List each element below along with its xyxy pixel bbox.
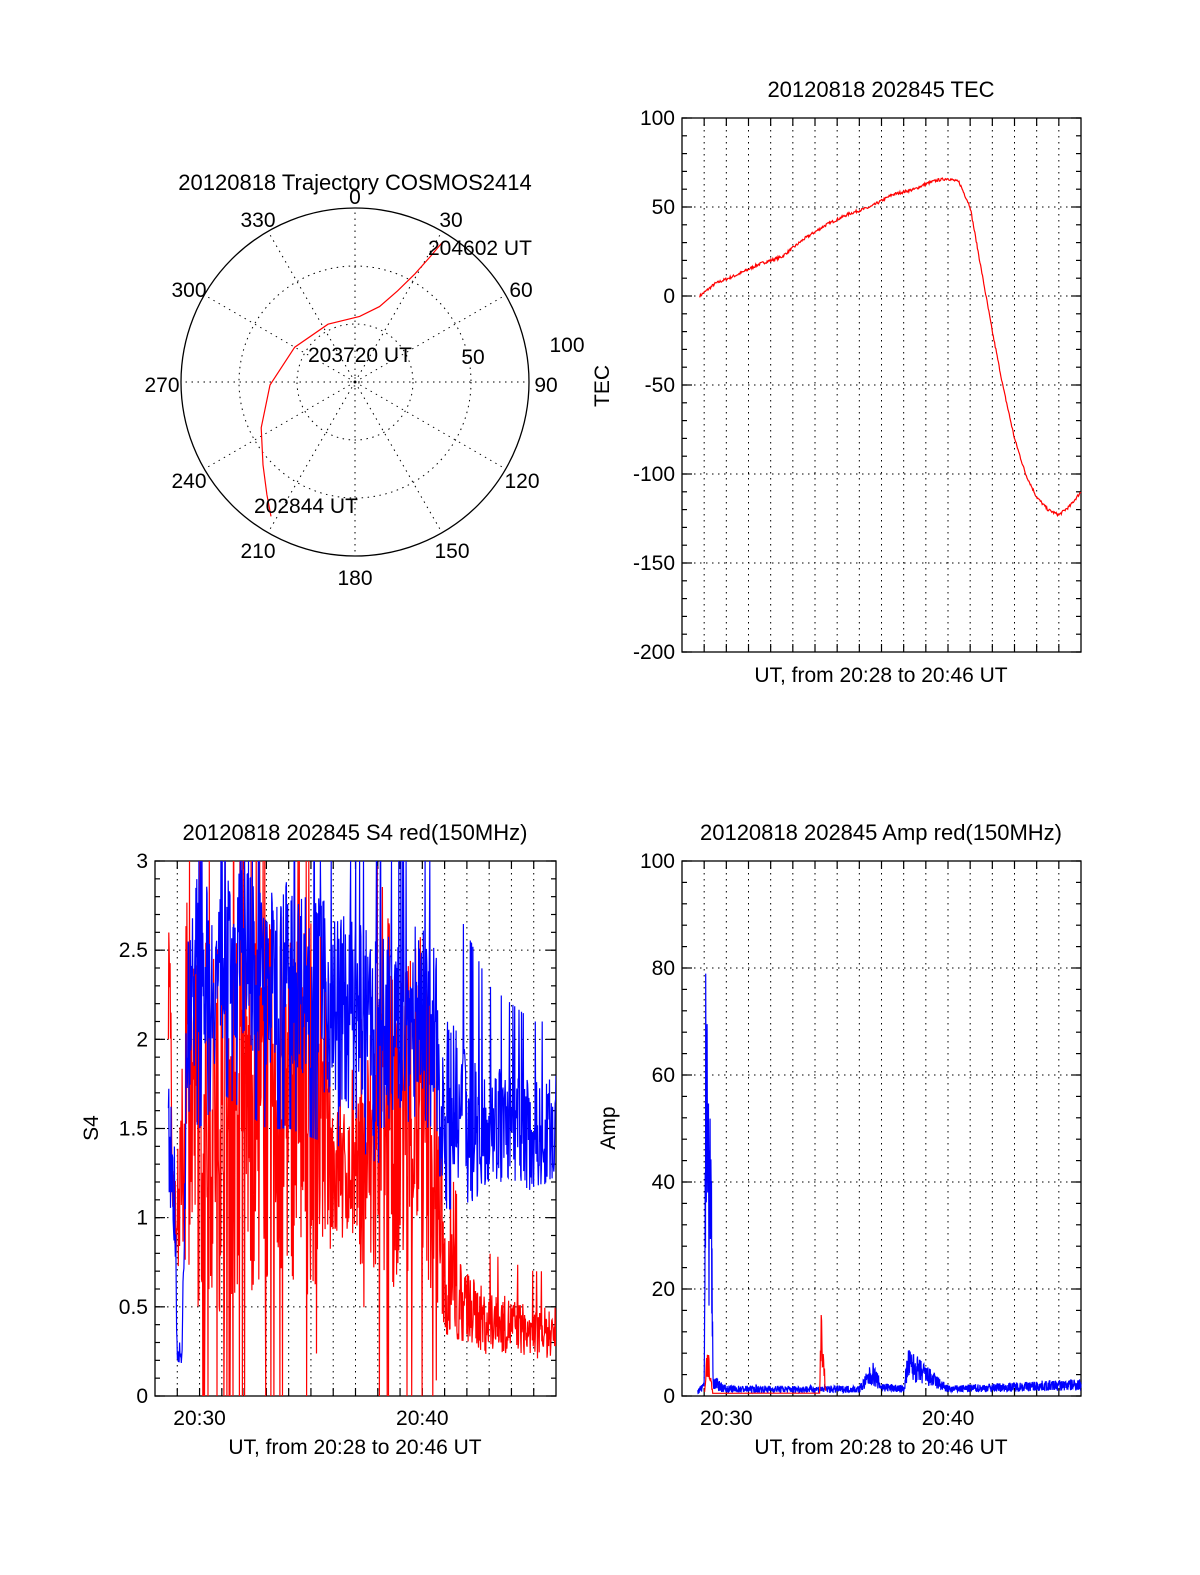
polar-spoke-line (354, 294, 506, 383)
polar-azimuth-label: 90 (534, 374, 557, 397)
polar-center-ring (350, 377, 360, 387)
s4-xtick-label: 20:40 (396, 1407, 449, 1430)
polar-azimuth-label: 30 (439, 209, 462, 232)
polar-spoke-line (354, 381, 443, 533)
polar-azimuth-label: 210 (240, 540, 275, 563)
tec-ytick-label: -100 (633, 463, 675, 486)
polar-radial-label: 100 (549, 334, 584, 357)
tec-ytick-label: 50 (652, 196, 675, 219)
s4-ytick-label: 2 (136, 1028, 148, 1051)
polar-azimuth-label: 60 (509, 279, 532, 302)
polar-trajectory-line (260, 242, 443, 517)
polar-azimuth-label: 330 (240, 209, 275, 232)
amp-ylabel: Amp (597, 1106, 620, 1149)
polar-spoke-line (354, 231, 443, 383)
s4-ytick-label: 0 (136, 1385, 148, 1408)
tec-ylabel: TEC (591, 365, 614, 407)
amp-ytick-label: 20 (652, 1278, 675, 1301)
amp-ytick-label: 100 (640, 850, 675, 873)
s4-title: 20120818 202845 S4 red(150MHz) (183, 820, 528, 845)
tec-series-line (699, 177, 1082, 518)
tec-ytick-label: 0 (663, 285, 675, 308)
s4-ytick-label: 1.5 (119, 1118, 148, 1141)
tec-ytick-label: 100 (640, 107, 675, 130)
polar-azimuth-label: 150 (434, 540, 469, 563)
polar-radial-label: 50 (461, 346, 484, 369)
polar-start-label: 202844 UT (254, 495, 358, 518)
polar-outer-circle (180, 207, 530, 557)
polar-spoke-line (204, 381, 356, 470)
s4-series-red (167, 861, 556, 1396)
amp-series-blue (697, 973, 1082, 1395)
polar-spoke-line (267, 231, 356, 383)
polar-mid-label: 203720 UT (308, 344, 412, 367)
polar-ring (238, 265, 472, 499)
polar-spoke-line (267, 381, 356, 533)
polar-azimuth-label: 240 (171, 470, 206, 493)
amp-series-red (704, 1314, 827, 1394)
amp-ytick-label: 0 (663, 1385, 675, 1408)
s4-xlabel: UT, from 20:28 to 20:46 UT (228, 1436, 481, 1459)
polar-azimuth-label: 300 (171, 279, 206, 302)
s4-panel: 20120818 202845 S4 red(150MHz) UT, from … (80, 820, 557, 1459)
tec-ytick-label: -200 (633, 641, 675, 664)
s4-series-blue (167, 861, 556, 1364)
tec-plot-frame (681, 117, 1082, 653)
amp-title: 20120818 202845 Amp red(150MHz) (700, 820, 1062, 845)
s4-ytick-label: 0.5 (119, 1296, 148, 1319)
polar-end-label: 204602 UT (428, 237, 532, 260)
polar-azimuth-label: 270 (144, 374, 179, 397)
polar-azimuth-label: 120 (504, 470, 539, 493)
amp-xtick-label: 20:30 (700, 1407, 753, 1430)
s4-ytick-label: 3 (136, 850, 148, 873)
amp-xtick-label: 20:40 (922, 1407, 975, 1430)
amp-panel: 20120818 202845 Amp red(150MHz) UT, from… (597, 820, 1082, 1459)
tec-ytick-label: -150 (633, 552, 675, 575)
tec-xlabel: UT, from 20:28 to 20:46 UT (754, 664, 1007, 687)
polar-azimuth-label: 180 (337, 567, 372, 590)
amp-ytick-label: 40 (652, 1171, 675, 1194)
polar-ring (296, 323, 414, 441)
tec-title: 20120818 202845 TEC (767, 77, 994, 102)
amp-ytick-label: 60 (652, 1064, 675, 1087)
s4-xtick-label: 20:30 (173, 1407, 226, 1430)
polar-title: 20120818 Trajectory COSMOS2414 (178, 170, 531, 195)
amp-xlabel: UT, from 20:28 to 20:46 UT (754, 1436, 1007, 1459)
amp-ytick-label: 80 (652, 957, 675, 980)
amp-plot-frame (681, 860, 1082, 1397)
s4-ylabel: S4 (80, 1115, 103, 1141)
polar-spoke-line (354, 381, 506, 470)
s4-ytick-label: 2.5 (119, 939, 148, 962)
s4-ytick-label: 1 (136, 1207, 148, 1230)
tec-panel: 20120818 202845 TEC UT, from 20:28 to 20… (591, 77, 1082, 687)
polar-azimuth-label: 0 (349, 186, 361, 209)
polar-trajectory-panel: 20120818 Trajectory COSMOS2414 0 30 60 90 12… (144, 170, 584, 590)
tec-ytick-label: -50 (645, 374, 675, 397)
polar-spoke-line (204, 294, 356, 383)
